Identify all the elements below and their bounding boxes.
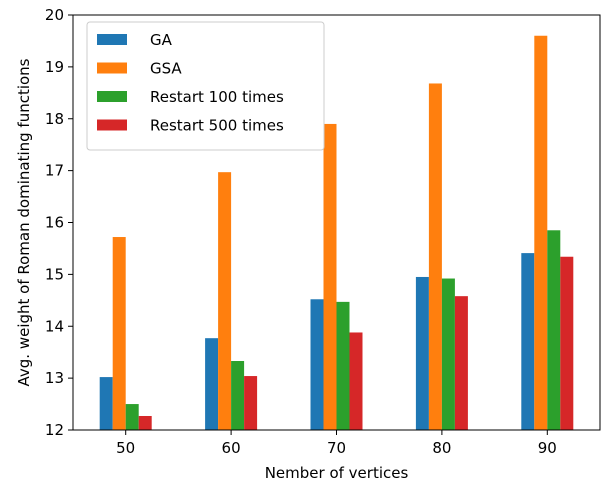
bar-restart-500-times-90 [560,256,574,430]
legend-swatch [97,62,127,74]
bar-restart-500-times-70 [349,332,363,430]
y-axis: 12 13 14 15 16 17 18 19 20 [45,6,73,439]
bar-gsa-60 [218,172,232,430]
bar-gsa-50 [112,237,126,430]
y-tick-label: 20 [45,6,64,24]
y-tick-label: 13 [45,369,64,387]
bar-ga-50 [99,377,113,430]
y-tick-label: 18 [45,110,64,128]
bar-gsa-90 [534,35,548,430]
legend-swatch [97,119,127,131]
y-tick-label: 19 [45,58,64,76]
bar-ga-60 [205,338,219,430]
legend-box [86,21,325,151]
x-axis-label: Nember of vertices [265,464,409,482]
y-tick-label: 12 [45,421,64,439]
bar-restart-500-times-50 [138,415,152,430]
x-tick-label: 80 [432,439,451,457]
bar-restart-100-times-80 [441,278,455,430]
legend-label: GSA [150,60,182,78]
x-tick-label: 70 [327,439,346,457]
legend-label: Restart 100 times [150,88,284,106]
bar-gsa-80 [428,83,442,430]
x-tick-label: 90 [538,439,557,457]
y-axis-label: Avg. weight of Roman dominating function… [15,58,33,386]
legend: GA GSA Restart 100 times Restart 500 times [86,21,325,151]
y-tick-label: 16 [45,214,64,232]
bar-ga-70 [310,299,324,430]
bar-gsa-70 [323,123,337,430]
x-axis: 50 60 70 80 90 [116,430,557,457]
bars-layer [99,35,574,430]
bar-ga-80 [415,276,429,430]
bar-ga-90 [521,253,535,430]
legend-swatch [97,91,127,102]
bar-restart-100-times-60 [231,361,245,430]
legend-swatch [97,34,127,45]
x-tick-label: 60 [222,439,241,457]
y-tick-label: 14 [45,317,64,335]
legend-label: Restart 500 times [150,117,284,135]
bar-restart-100-times-50 [125,404,139,430]
bar-restart-100-times-70 [336,301,350,430]
legend-label: GA [150,31,173,49]
x-tick-label: 50 [116,439,135,457]
bar-restart-100-times-90 [547,230,561,430]
y-tick-label: 17 [45,162,64,180]
bar-restart-500-times-60 [244,376,258,430]
bar-restart-500-times-80 [454,296,468,430]
y-tick-label: 15 [45,265,64,283]
